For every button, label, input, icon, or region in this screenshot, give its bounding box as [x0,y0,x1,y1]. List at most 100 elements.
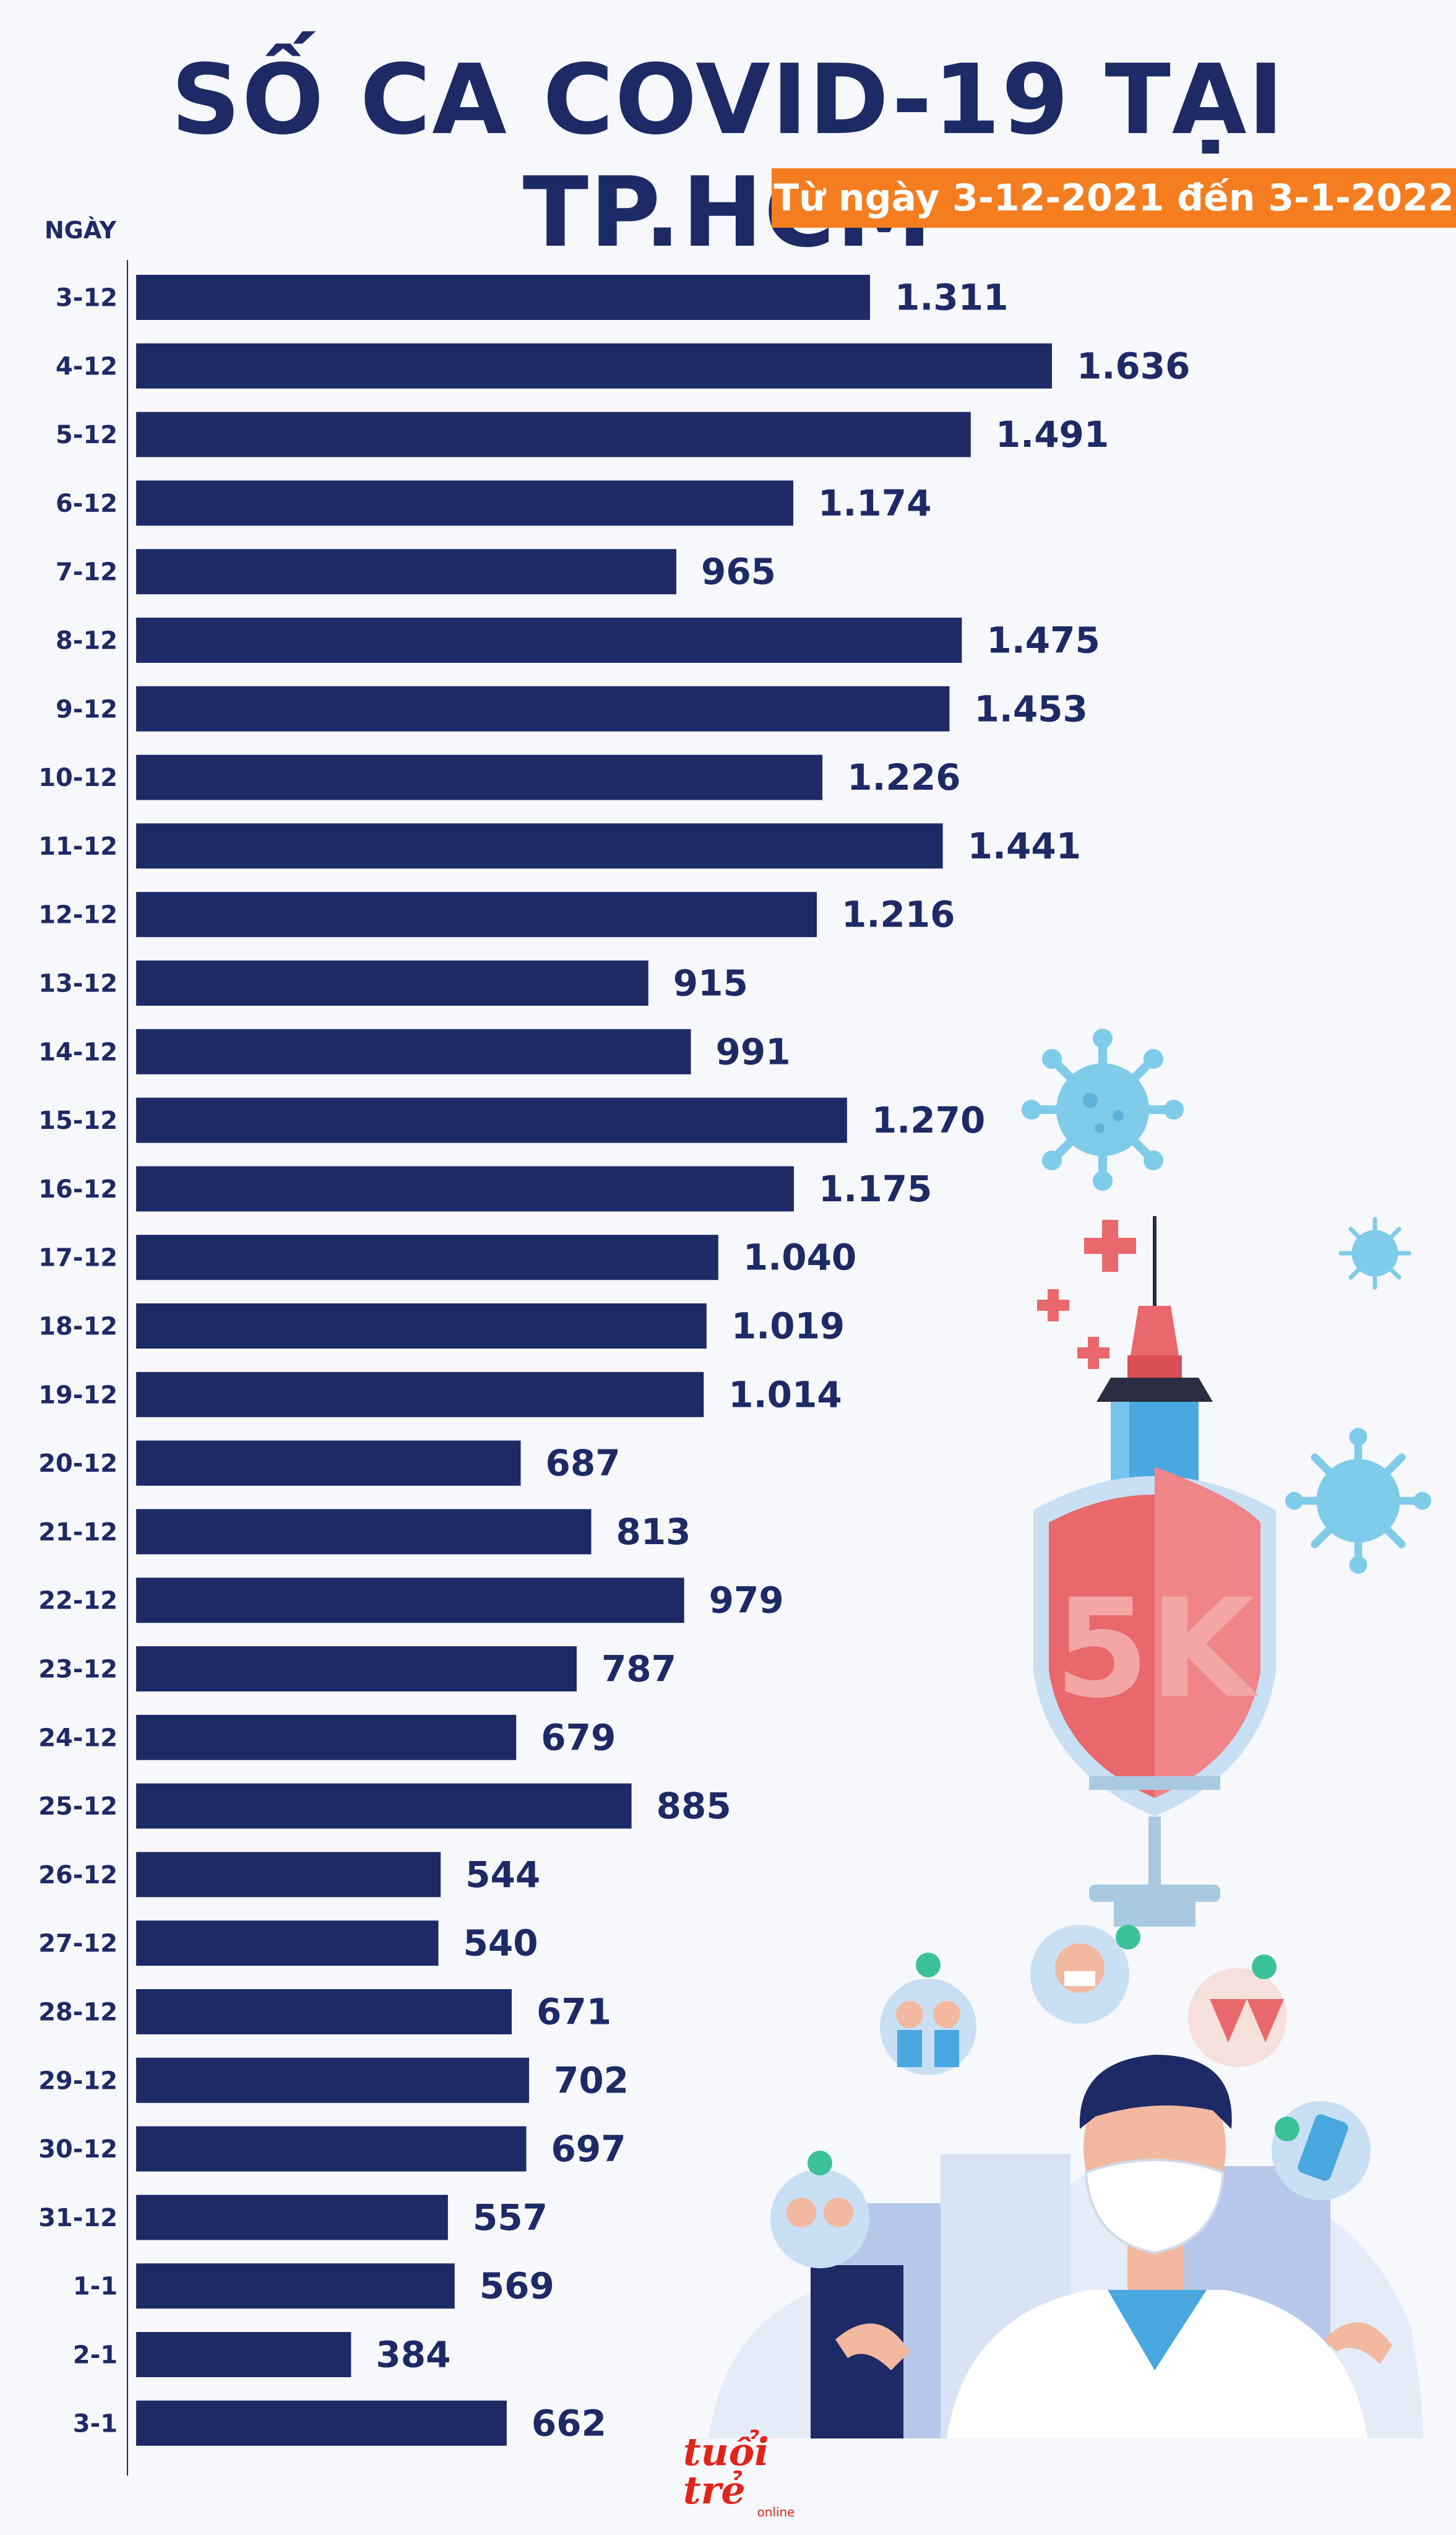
category-label-11-12: 11-12 [38,832,118,861]
syringe-icon: 5K [1033,1216,1276,1927]
doctor-illustration [709,2055,1423,2438]
value-label-4-12: 1.636 [1077,345,1190,387]
category-label-14-12: 14-12 [38,1038,118,1066]
virus-icon-large [1022,1029,1184,1191]
tuoi-tre-logo: tuổi trẻ online [683,2433,825,2519]
bar-8-12 [136,618,962,663]
value-label-26-12: 544 [465,1854,540,1896]
bar-10-12 [136,754,823,800]
bar-7-12 [136,549,676,595]
value-label-18-12: 1.019 [731,1305,845,1347]
category-label-18-12: 18-12 [38,1313,118,1341]
category-label-6-12: 6-12 [56,490,118,518]
hand-wash-icon [1188,1954,1287,2067]
category-label-16-12: 16-12 [38,1175,118,1204]
value-label-17-12: 1.040 [743,1237,856,1279]
category-label-13-12: 13-12 [38,970,118,998]
value-label-19-12: 1.014 [728,1373,842,1415]
category-label-29-12: 29-12 [38,2066,118,2095]
value-label-22-12: 979 [709,1579,784,1622]
value-label-1-1: 569 [480,2265,554,2307]
bar-3-1 [136,2400,507,2446]
bar-16-12 [136,1166,794,1212]
value-label-7-12: 965 [701,551,776,593]
category-label-15-12: 15-12 [38,1107,118,1135]
value-label-8-12: 1.475 [986,620,1100,662]
bar-30-12 [136,2126,527,2172]
logo-main-text: tuổi trẻ [683,2429,769,2513]
bar-24-12 [136,1714,517,1760]
bar-1-1 [136,2263,455,2309]
two-people-icon [770,2151,869,2268]
category-label-4-12: 4-12 [56,352,118,381]
bar-17-12 [136,1235,718,1280]
bar-9-12 [136,686,950,732]
category-label-19-12: 19-12 [38,1381,118,1409]
bar-4-12 [136,343,1052,389]
category-label-3-1: 3-1 [73,2409,118,2438]
bar-29-12 [136,2057,530,2103]
bar-15-12 [136,1097,847,1143]
bar-21-12 [136,1509,592,1555]
value-label-30-12: 697 [551,2128,626,2170]
category-label-9-12: 9-12 [56,695,118,723]
category-label-22-12: 22-12 [38,1587,118,1615]
bar-14-12 [136,1029,691,1074]
category-label-5-12: 5-12 [56,421,118,449]
value-label-16-12: 1.175 [819,1168,932,1210]
bar-27-12 [136,1920,439,1966]
value-label-24-12: 679 [541,1716,616,1758]
mask-person-icon [1030,1925,1140,2024]
value-label-11-12: 1.441 [968,825,1081,867]
value-label-27-12: 540 [463,1922,538,1964]
category-label-7-12: 7-12 [56,558,118,587]
value-label-5-12: 1.491 [996,413,1109,456]
bar-5-12 [136,412,971,457]
bar-18-12 [136,1303,707,1349]
value-label-10-12: 1.226 [847,756,960,798]
bar-13-12 [136,961,648,1006]
bar-31-12 [136,2195,448,2240]
category-label-2-1: 2-1 [73,2341,118,2370]
value-label-23-12: 787 [601,1648,676,1690]
value-label-21-12: 813 [616,1511,691,1553]
value-label-14-12: 991 [716,1030,791,1073]
logo-sub-text: online [757,2505,795,2520]
bar-11-12 [136,823,943,869]
bar-3-12 [136,275,870,320]
category-label-21-12: 21-12 [38,1518,118,1547]
bar-2-1 [136,2332,351,2377]
value-label-9-12: 1.453 [974,688,1087,730]
category-label-31-12: 31-12 [38,2204,118,2232]
category-label-1-1: 1-1 [73,2273,118,2301]
bar-12-12 [136,892,817,938]
plus-icon [1037,1220,1136,1369]
category-label-26-12: 26-12 [38,1861,118,1889]
category-label-24-12: 24-12 [38,1724,118,1752]
value-label-15-12: 1.270 [872,1099,985,1141]
category-label-30-12: 30-12 [38,2135,118,2164]
category-label-10-12: 10-12 [38,764,118,792]
bar-28-12 [136,1989,512,2034]
category-label-28-12: 28-12 [38,1998,118,2027]
virus-icon-medium [1285,1428,1431,1574]
shield-5k-text: 5K [1054,1570,1259,1728]
bar-26-12 [136,1852,441,1898]
value-label-12-12: 1.216 [842,894,955,936]
y-axis-label: NGÀY [45,217,117,244]
value-label-29-12: 702 [554,2059,629,2101]
category-label-17-12: 17-12 [38,1244,118,1272]
value-label-25-12: 885 [657,1785,731,1827]
date-range-badge: Từ ngày 3-12-2021 đến 3-1-2022 [772,168,1456,228]
category-label-3-12: 3-12 [56,284,118,313]
category-label-20-12: 20-12 [38,1449,118,1478]
bar-20-12 [136,1440,521,1486]
bar-22-12 [136,1578,684,1623]
category-label-27-12: 27-12 [38,1930,118,1958]
value-label-31-12: 557 [473,2196,548,2239]
date-range-text: Từ ngày 3-12-2021 đến 3-1-2022 [773,176,1454,220]
virus-icon-small [1338,1217,1411,1290]
value-label-2-1: 384 [376,2334,450,2376]
